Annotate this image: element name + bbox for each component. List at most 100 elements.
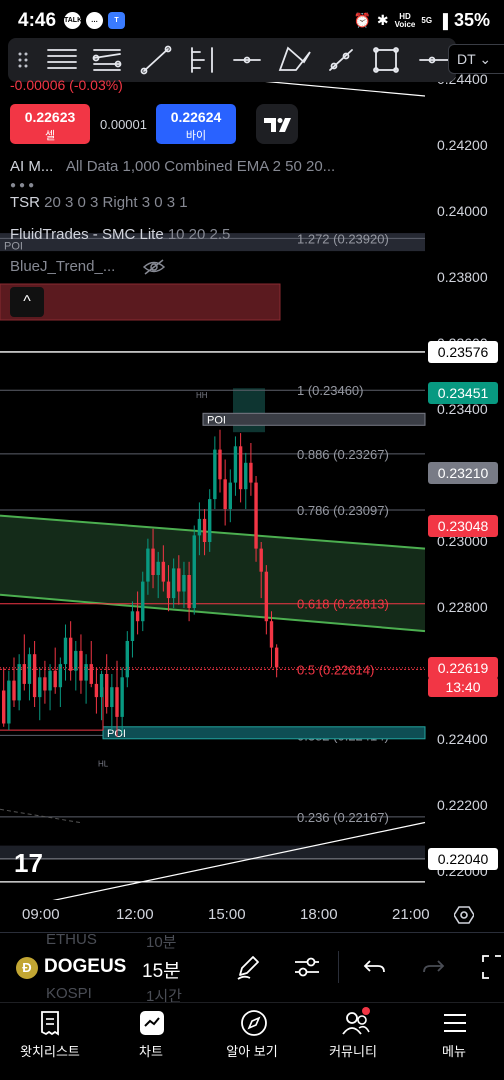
tradingview-watermark: 17: [14, 848, 43, 878]
trend-line: [52, 821, 426, 900]
alarm-icon: ⏰: [353, 12, 371, 28]
candle-body: [99, 674, 104, 698]
poi-label: POI: [107, 728, 126, 740]
poi-zone-bottom: [0, 845, 425, 860]
notification-badge: [362, 1007, 370, 1015]
bottom-navigation: 왓치리스트 차트 알아 보기 커뮤니티 메뉴: [0, 1002, 504, 1080]
hh-label: HH: [196, 391, 208, 400]
fib-level-label: 0.5 (0.22614): [297, 662, 374, 677]
candle-body: [130, 611, 135, 641]
tradingview-logo-button[interactable]: [256, 104, 298, 144]
price-label: 0.23048: [428, 515, 498, 538]
spread-value: 0.00001: [100, 117, 147, 132]
status-right: ⏰ ✱ HD Voice 5G ▐ 35%: [353, 10, 490, 31]
tradingview-icon: [264, 118, 291, 132]
poi-label: POI: [4, 240, 23, 252]
nav-community[interactable]: 커뮤니티: [303, 1003, 403, 1080]
bar-countdown: 13:40: [428, 676, 498, 697]
candle-body: [171, 568, 176, 599]
symbol-name[interactable]: DOGEUS: [44, 956, 127, 977]
candle-body: [202, 518, 207, 542]
buy-button[interactable]: 0.22624 바이: [156, 104, 236, 144]
indicators-sliders-icon[interactable]: [292, 953, 322, 981]
candle-body: [192, 535, 196, 608]
price-label: 0.23576: [428, 340, 498, 363]
chart-settings-icon[interactable]: [454, 905, 474, 925]
undo-icon[interactable]: [362, 955, 388, 979]
nav-menu[interactable]: 메뉴: [404, 1003, 504, 1080]
fullscreen-icon[interactable]: [480, 953, 504, 981]
supply-zone: [0, 283, 281, 321]
price-label: 0.22619: [428, 656, 498, 679]
fib-level-label: 0.786 (0.23097): [297, 503, 389, 518]
candle-body: [12, 680, 16, 701]
candle-body: [254, 482, 258, 549]
compass-icon: [241, 1010, 267, 1036]
channel-upper-line: [0, 514, 426, 550]
candle-body: [135, 611, 140, 622]
sell-button[interactable]: 0.22623 셀: [10, 104, 90, 144]
candle-body: [63, 637, 68, 665]
bluetooth-icon: ✱: [376, 12, 389, 28]
fib-level-label: 0.618 (0.22813): [297, 597, 389, 612]
candle-body: [182, 575, 186, 592]
drawing-toolbar: [8, 38, 456, 82]
candle-body: [238, 446, 243, 490]
fib-level-label: 0.886 (0.23267): [297, 447, 389, 462]
hd-voice-icon: HD Voice: [394, 11, 416, 29]
kakaotalk-icon: TALK: [64, 12, 82, 29]
candle-body: [38, 677, 42, 698]
pencil-draw-icon[interactable]: [234, 953, 262, 981]
candle-body: [7, 680, 11, 724]
price-tick: 0.22800: [437, 599, 488, 615]
indicator-bluej[interactable]: BlueJ_Trend_...: [10, 258, 166, 276]
time-axis[interactable]: 09:00 12:00 15:00 18:00 21:00: [0, 900, 504, 930]
candle-body: [2, 690, 6, 724]
indicator-ai-ema[interactable]: AI M... All Data 1,000 Combined EMA 2 50…: [10, 158, 336, 175]
candle-body: [233, 446, 238, 483]
candle-body: [197, 518, 202, 536]
symbol-pair-selector[interactable]: DT ⌄: [448, 44, 504, 74]
candle-body: [32, 654, 37, 698]
candle-body: [177, 568, 181, 592]
nav-chart[interactable]: 차트: [101, 1003, 201, 1080]
fib-retracement-icon: [47, 49, 77, 69]
price-chart[interactable]: 1.272 (0.23920) 1 (0.23460) 0.886 (0.23267…: [0, 80, 504, 900]
status-time: 4:46: [18, 10, 57, 31]
community-icon: [342, 1012, 370, 1035]
collapse-legend-button[interactable]: ^: [10, 287, 44, 317]
redo-icon[interactable]: [420, 955, 446, 979]
horizontal-line-icon: [419, 56, 449, 64]
ghost-interval: 1시간: [146, 988, 182, 1005]
trend-channel-fill: [0, 515, 425, 632]
nav-watchlist[interactable]: 왓치리스트: [0, 1003, 100, 1080]
candle-body: [58, 664, 63, 688]
nav-explore[interactable]: 알아 보기: [202, 1003, 302, 1080]
interval-selector[interactable]: 15분: [142, 961, 181, 982]
candle-body: [115, 687, 119, 717]
candle-body: [89, 664, 93, 684]
ghost-symbol: KOSPI: [46, 985, 92, 1002]
candle-body: [213, 449, 217, 500]
candle-body: [146, 548, 150, 582]
candle-body: [110, 687, 114, 707]
price-tick: 0.22400: [437, 731, 488, 747]
candle-body: [105, 674, 109, 707]
candle-body: [244, 462, 248, 490]
rectangle-icon: [373, 47, 399, 73]
horizontal-ray-icon: [233, 56, 261, 64]
ghost-interval: 10분: [146, 934, 177, 951]
indicator-fluidtrades[interactable]: FluidTrades - SMC Lite 10 20 2.5: [10, 226, 231, 243]
candle-body: [151, 548, 155, 575]
candle-body: [228, 482, 232, 509]
candle-body: [43, 677, 47, 691]
candle-body: [141, 581, 145, 622]
candle-body: [74, 650, 78, 671]
app-notification-icon: T: [108, 12, 125, 29]
time-tick: 21:00: [392, 906, 430, 923]
time-tick: 18:00: [300, 906, 338, 923]
poi-zone-top: [0, 233, 425, 252]
candle-body: [53, 670, 57, 688]
time-tick: 15:00: [208, 906, 246, 923]
indicator-tsr[interactable]: TSR 20 3 0 3 Right 3 0 3 1: [10, 194, 188, 211]
